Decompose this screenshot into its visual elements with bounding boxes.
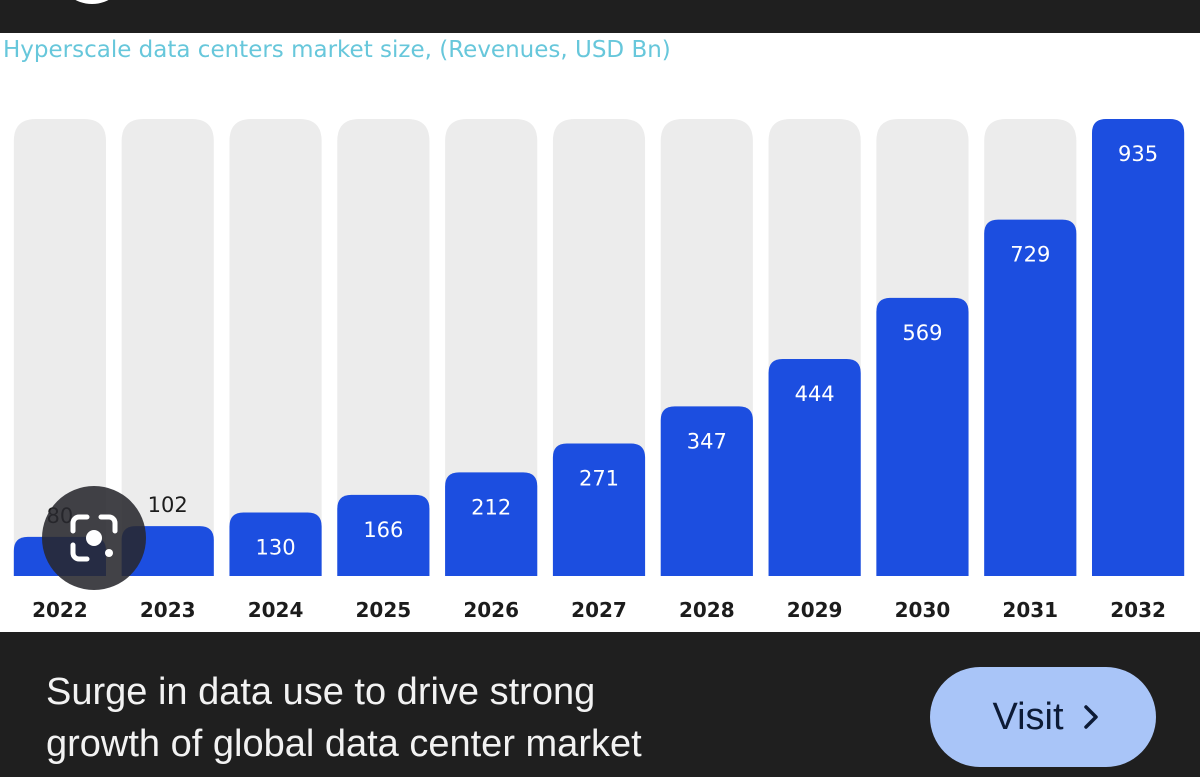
x-tick-2023: 2023 bbox=[140, 598, 196, 622]
bar-track-2023 bbox=[121, 119, 214, 576]
bar-track-2024 bbox=[229, 119, 322, 576]
bar-value-2023: 102 bbox=[148, 493, 188, 517]
bar-2028 bbox=[660, 406, 753, 576]
bar-value-2028: 347 bbox=[687, 429, 727, 453]
bar-track-2025 bbox=[337, 119, 430, 576]
bar-value-2030: 569 bbox=[902, 321, 942, 345]
bar-value-2025: 166 bbox=[363, 518, 403, 542]
bar-value-2032: 935 bbox=[1118, 142, 1158, 166]
x-tick-2032: 2032 bbox=[1110, 598, 1166, 622]
caption-line-2: growth of global data center market bbox=[46, 723, 642, 765]
chart-image[interactable]: Hyperscale data centers market size, (Re… bbox=[0, 33, 1200, 632]
x-tick-2022: 2022 bbox=[32, 598, 88, 622]
bar-2031 bbox=[984, 219, 1077, 576]
visit-button[interactable]: Visit bbox=[930, 667, 1156, 767]
bar-2027 bbox=[552, 443, 646, 576]
bar-2025 bbox=[337, 494, 430, 576]
top-bar bbox=[0, 0, 1200, 33]
bar-value-2027: 271 bbox=[579, 467, 619, 491]
bar-value-2029: 444 bbox=[795, 382, 835, 406]
bar-2026 bbox=[445, 472, 538, 576]
caption-line-1: Surge in data use to drive strong bbox=[46, 671, 596, 713]
bar-2032 bbox=[1091, 119, 1185, 576]
bar-2029 bbox=[768, 358, 861, 576]
google-lens-icon bbox=[70, 514, 118, 562]
x-tick-2026: 2026 bbox=[463, 598, 519, 622]
x-tick-2031: 2031 bbox=[1002, 598, 1058, 622]
bar-2030 bbox=[876, 297, 969, 576]
bar-value-2024: 130 bbox=[255, 535, 295, 559]
chart-title: Hyperscale data centers market size, (Re… bbox=[3, 37, 671, 63]
x-tick-2025: 2025 bbox=[356, 598, 412, 622]
x-tick-2028: 2028 bbox=[679, 598, 735, 622]
x-tick-2030: 2030 bbox=[895, 598, 951, 622]
bar-track-2026 bbox=[445, 119, 538, 576]
bar-2024 bbox=[229, 512, 322, 576]
x-tick-2024: 2024 bbox=[248, 598, 304, 622]
bar-value-2026: 212 bbox=[471, 495, 511, 519]
x-tick-2027: 2027 bbox=[571, 598, 627, 622]
lens-button[interactable] bbox=[42, 486, 146, 590]
bar-value-2031: 729 bbox=[1010, 243, 1050, 267]
chevron-right-icon bbox=[1083, 705, 1098, 729]
x-tick-2029: 2029 bbox=[787, 598, 843, 622]
bar-track-2022 bbox=[13, 119, 107, 576]
result-caption[interactable]: Surge in data use to drive strong growth… bbox=[46, 666, 866, 770]
visit-label: Visit bbox=[992, 695, 1064, 738]
bar-chart: 8020221022023130202416620252122026271202… bbox=[13, 119, 1185, 622]
source-avatar[interactable] bbox=[60, 0, 124, 4]
